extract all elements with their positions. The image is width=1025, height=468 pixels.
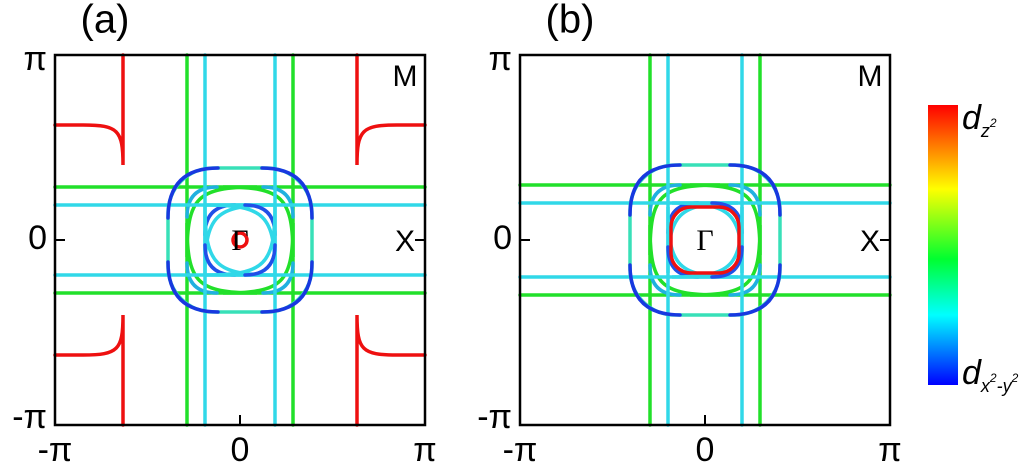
fermi-sheet-bend [261,185,295,219]
gamma-pocket [628,163,782,317]
label-sup: 2 [989,116,997,130]
fermi-sheet [222,222,427,427]
fermi-sheet-bend [648,263,682,297]
gamma-pocket-corner [628,163,682,217]
point-label: Γ [696,224,713,257]
y-tick-label: -π [477,398,512,436]
red-pocket [231,231,249,249]
x-tick-label: π [878,431,901,468]
x-tick-label: π [413,431,436,468]
red-pocket [53,53,125,166]
gamma-pocket-corner [260,260,314,314]
label-main: d [962,354,982,392]
red-pocket [355,314,427,427]
gamma-pocket-corner [728,163,782,217]
y-tick-label: π [489,40,512,78]
fermi-sheet-bend [728,263,762,297]
red-pocket [355,53,427,166]
gamma-pocket-corner [728,263,782,317]
label-main: d [962,99,982,137]
colorbar-top-label: dz2 [962,99,997,141]
y-tick-label: -π [12,398,47,436]
gamma-pocket-corner [260,166,314,220]
x-tick-label: -π [503,431,538,468]
gamma-pocket-corner [166,260,220,314]
y-tick-label: 0 [28,219,47,257]
gamma-pocket-corner [166,166,220,220]
fermi-sheet [204,204,427,427]
red-pocket [669,205,741,275]
red-pocket [53,314,125,427]
label-sup: 2 [989,371,997,385]
fermi-sheet [689,224,892,427]
fermi-sheet [53,222,258,427]
y-tick-label: π [24,40,47,78]
fermi-sheet-bend [710,245,744,279]
label-sub: z [980,121,990,141]
colorbar [928,105,958,385]
fermi-sheet-bend [185,261,219,295]
panel-label: (a) [81,0,130,42]
gamma-pocket-corner [628,263,682,317]
point-label: M [858,60,883,93]
point-label: M [393,60,418,93]
fermi-sheet-bend [648,183,682,217]
x-tick-label: 0 [231,431,250,468]
fermi-sheet-bend [261,261,295,295]
label-sub: -y [997,376,1013,396]
gamma-pocket [166,166,314,314]
fermi-sheet-bend [243,243,277,277]
fermi-sheet-bend [728,183,762,217]
y-tick-label: 0 [493,219,512,257]
point-label: X [395,225,415,258]
label-sup: 2 [1011,371,1019,385]
point-label: X [860,225,880,258]
x-tick-label: -π [38,431,73,468]
fermi-sheet-bend [185,185,219,219]
fermi-sheet [53,53,258,258]
fermi-sheet [518,224,721,427]
fermi-sheet [671,206,892,427]
label-sub: x [980,376,991,396]
x-tick-label: 0 [696,431,715,468]
point-label: Γ [231,224,248,257]
colorbar-bottom-label: dx2-y2 [962,354,1019,396]
panel-label: (b) [546,0,595,42]
fermi-sheet [518,53,721,256]
